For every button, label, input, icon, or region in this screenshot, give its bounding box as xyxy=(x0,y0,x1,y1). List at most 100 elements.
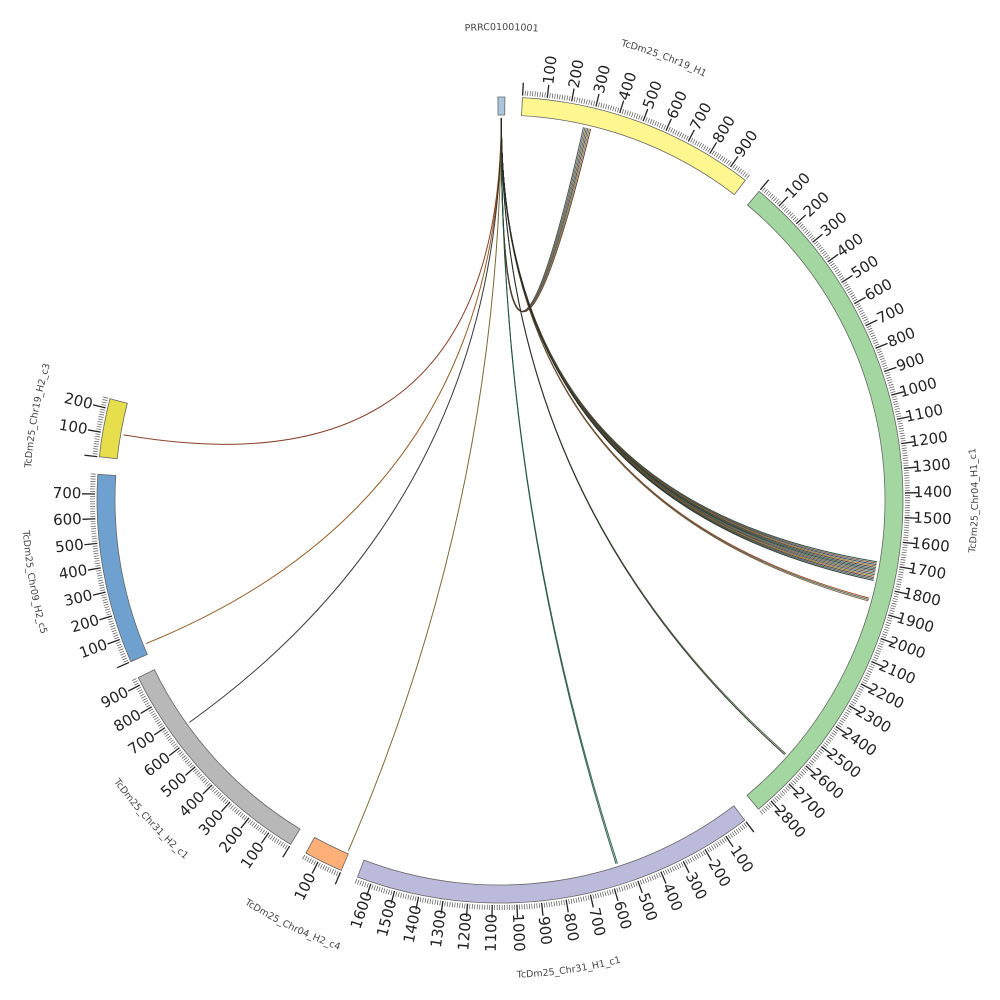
minor-tick xyxy=(877,350,883,354)
minor-tick xyxy=(155,719,160,723)
minor-tick xyxy=(385,888,388,894)
minor-tick xyxy=(843,713,849,717)
minor-tick xyxy=(897,576,903,578)
tick-label: 100 xyxy=(539,55,560,86)
minor-tick xyxy=(786,785,791,790)
minor-tick xyxy=(874,654,880,657)
minor-tick xyxy=(162,729,167,733)
minor-tick xyxy=(592,894,595,900)
minor-tick xyxy=(707,147,711,153)
minor-tick xyxy=(95,433,101,435)
minor-tick xyxy=(123,659,129,663)
major-tick xyxy=(84,542,98,546)
minor-tick xyxy=(311,859,314,865)
minor-tick xyxy=(825,256,831,261)
minor-tick xyxy=(217,793,222,798)
minor-tick xyxy=(101,596,107,599)
minor-tick xyxy=(251,822,256,827)
minor-tick xyxy=(617,107,620,113)
minor-tick xyxy=(100,589,106,592)
minor-tick xyxy=(672,129,676,134)
minor-tick xyxy=(671,866,675,872)
minor-tick xyxy=(842,281,848,285)
minor-tick xyxy=(891,395,897,398)
major-tick xyxy=(827,253,839,263)
minor-tick xyxy=(889,609,895,612)
minor-tick xyxy=(820,248,825,253)
minor-tick xyxy=(895,588,901,591)
minor-tick xyxy=(698,142,702,148)
minor-tick xyxy=(858,309,864,313)
minor-tick xyxy=(94,438,100,440)
minor-tick xyxy=(204,781,209,786)
minor-tick xyxy=(790,781,795,786)
minor-tick xyxy=(649,119,653,124)
tick-label: 1600 xyxy=(911,534,951,556)
minor-tick xyxy=(849,292,854,296)
minor-tick xyxy=(676,864,680,870)
minor-tick xyxy=(728,161,732,166)
tick-label: 900 xyxy=(894,349,927,375)
minor-tick xyxy=(560,900,563,906)
minor-tick xyxy=(873,341,879,345)
minor-tick xyxy=(222,798,227,803)
minor-tick xyxy=(378,886,381,892)
link-tcdm25-chr04-h1-c1-12 xyxy=(500,117,874,580)
minor-tick xyxy=(797,774,802,779)
minor-tick xyxy=(836,724,842,728)
minor-tick xyxy=(366,882,369,888)
minor-tick xyxy=(828,736,833,740)
links-layer xyxy=(123,117,878,865)
minor-tick xyxy=(738,168,742,173)
minor-tick xyxy=(407,894,410,900)
minor-tick xyxy=(850,294,856,298)
minor-tick xyxy=(863,318,869,322)
minor-tick xyxy=(655,873,659,879)
minor-tick xyxy=(609,889,612,895)
minor-tick xyxy=(651,875,654,881)
major-tick xyxy=(770,800,781,812)
segment-name: TcDm25_Chr19_H2_c3 xyxy=(23,362,53,469)
minor-tick xyxy=(614,106,617,112)
minor-tick xyxy=(883,367,889,370)
minor-tick xyxy=(679,132,682,138)
minor-tick xyxy=(892,600,898,603)
minor-tick xyxy=(822,744,828,748)
minor-tick xyxy=(583,98,586,104)
major-tick xyxy=(107,638,121,645)
minor-tick xyxy=(897,578,903,581)
minor-tick xyxy=(170,741,176,746)
minor-tick xyxy=(588,99,591,105)
minor-tick xyxy=(855,303,860,307)
minor-tick xyxy=(117,646,123,649)
minor-tick xyxy=(678,863,682,869)
major-tick xyxy=(595,93,600,107)
minor-tick xyxy=(388,889,391,895)
segment-tcdm25-chr09-h2-c5 xyxy=(96,473,148,663)
minor-tick xyxy=(877,645,883,648)
minor-tick xyxy=(431,899,434,905)
minor-tick xyxy=(606,890,609,896)
minor-tick xyxy=(711,150,715,156)
minor-tick xyxy=(559,94,561,100)
minor-tick xyxy=(580,896,583,902)
major-tick xyxy=(860,683,873,691)
minor-tick xyxy=(633,112,636,118)
minor-tick xyxy=(570,898,573,904)
tick-label: 1400 xyxy=(400,904,425,945)
minor-tick xyxy=(902,457,908,459)
minor-tick xyxy=(566,95,569,101)
minor-tick xyxy=(219,794,224,800)
minor-tick xyxy=(896,415,902,418)
minor-tick xyxy=(899,564,905,566)
minor-tick xyxy=(800,771,805,775)
major-tick xyxy=(745,821,755,833)
minor-tick xyxy=(818,246,823,251)
minor-tick xyxy=(813,755,818,760)
minor-tick xyxy=(861,681,867,685)
tick-label: 100 xyxy=(77,635,110,662)
minor-tick xyxy=(765,190,770,195)
minor-tick xyxy=(803,767,809,772)
tick-label: 1800 xyxy=(901,584,942,610)
minor-tick xyxy=(787,211,792,216)
